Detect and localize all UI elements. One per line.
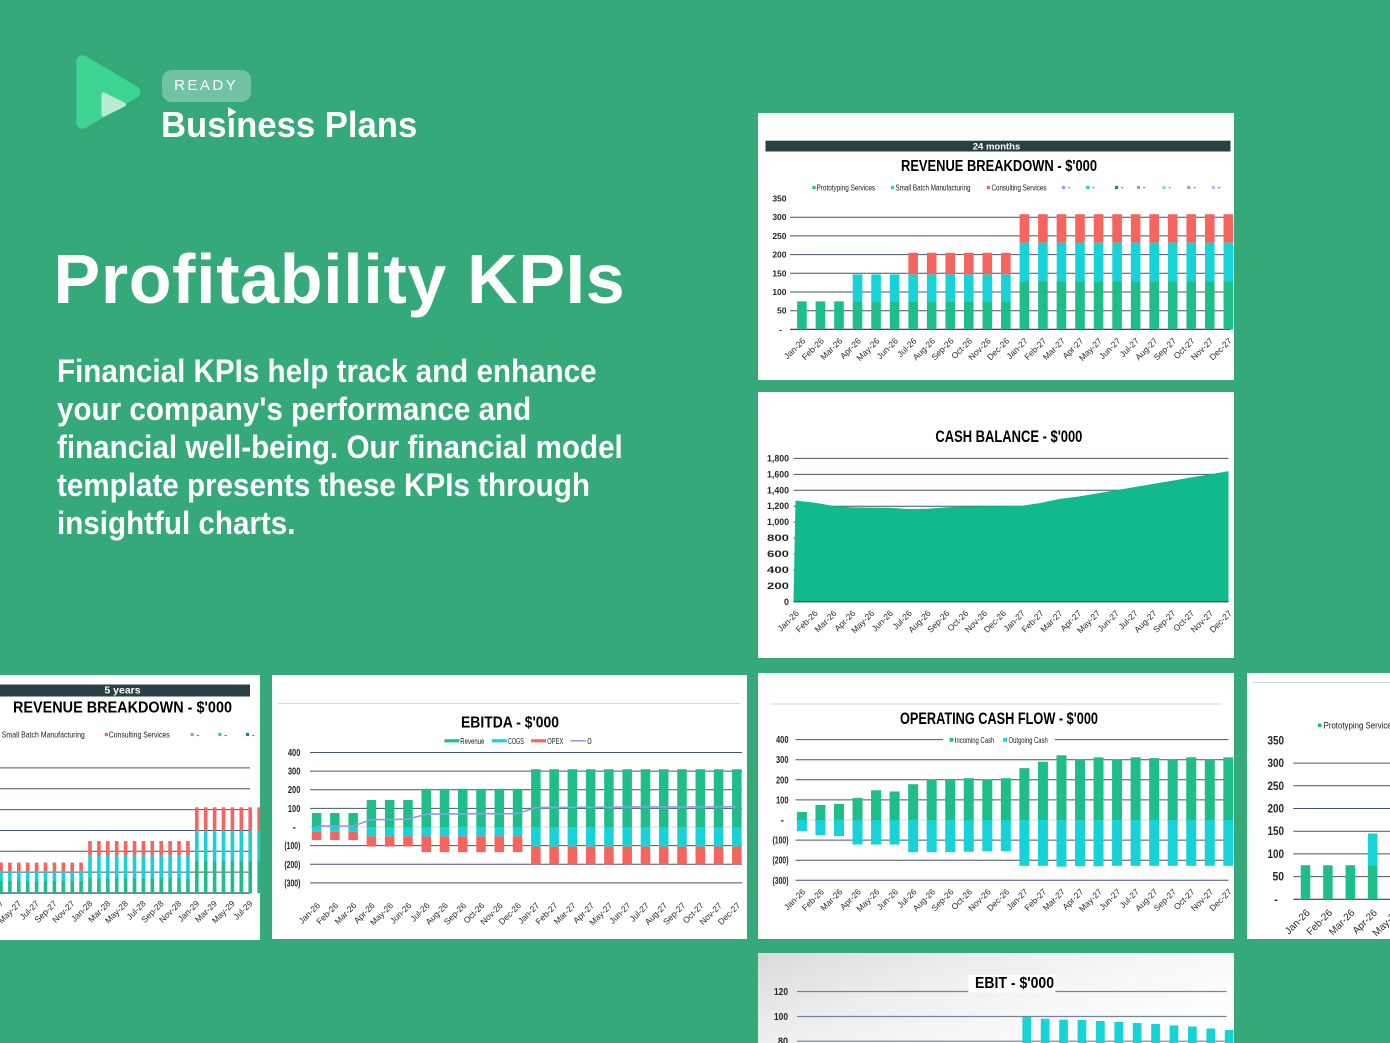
svg-text:100: 100: [288, 804, 301, 815]
svg-text:EBITDA - $'000: EBITDA - $'000: [461, 715, 559, 732]
svg-text:(300): (300): [284, 878, 300, 889]
svg-text:-: -: [1193, 183, 1196, 192]
svg-text:-: -: [1142, 183, 1145, 192]
svg-text:-: -: [251, 730, 254, 740]
svg-text:REVENUE BREAKDOWN - $'000: REVENUE BREAKDOWN - $'000: [901, 158, 1097, 175]
svg-text:-: -: [1217, 183, 1220, 192]
svg-text:1,200: 1,200: [767, 501, 789, 511]
svg-text:OPEX: OPEX: [547, 737, 563, 746]
svg-text:350: 350: [772, 193, 786, 203]
svg-text:250: 250: [772, 230, 786, 240]
svg-text:Revenue: Revenue: [460, 737, 485, 746]
svg-text:Jun-27: Jun-27: [607, 900, 633, 926]
svg-text:50: 50: [777, 305, 787, 315]
svg-text:1,600: 1,600: [767, 469, 789, 479]
svg-text:400: 400: [288, 748, 301, 759]
svg-text:Jun-26: Jun-26: [874, 335, 900, 361]
svg-text:Consulting Services: Consulting Services: [108, 730, 169, 740]
svg-text:Consulting Services: Consulting Services: [991, 183, 1046, 192]
svg-text:200: 200: [767, 581, 789, 591]
svg-text:Jun-27: Jun-27: [1095, 608, 1121, 634]
svg-text:300: 300: [1267, 758, 1284, 770]
svg-text:Jun-26: Jun-26: [874, 886, 900, 912]
svg-text:Outgoing Cash: Outgoing Cash: [1008, 735, 1047, 745]
svg-text:COGS: COGS: [508, 737, 524, 746]
svg-text:-: -: [1067, 183, 1070, 192]
svg-text:Mar-26: Mar-26: [1327, 907, 1357, 937]
svg-text:5 years: 5 years: [104, 685, 140, 697]
svg-text:50: 50: [1272, 872, 1284, 884]
svg-text:200: 200: [288, 785, 301, 796]
svg-text:Jul-29: Jul-29: [231, 898, 255, 922]
svg-text:Small Batch Manufacturing: Small Batch Manufacturing: [1, 730, 84, 740]
svg-text:-: -: [780, 816, 783, 827]
svg-text:-: -: [1120, 183, 1123, 192]
svg-text:-: -: [1168, 183, 1171, 192]
svg-text:100: 100: [1267, 849, 1284, 861]
svg-text:800: 800: [767, 533, 789, 543]
svg-text:Prototyping Services: Prototyping Services: [1323, 721, 1390, 731]
svg-text:-: -: [1274, 894, 1278, 906]
svg-text:CASH BALANCE - $'000: CASH BALANCE - $'000: [935, 428, 1082, 446]
svg-text:100: 100: [772, 287, 786, 297]
svg-text:-: -: [196, 730, 199, 740]
svg-text:REVENUE BREAKDOWN - $'000: REVENUE BREAKDOWN - $'000: [13, 700, 232, 717]
svg-text:EBIT - $'000: EBIT - $'000: [975, 975, 1054, 992]
svg-text:(300): (300): [772, 876, 788, 887]
svg-text:300: 300: [288, 767, 301, 778]
svg-text:Jun-26: Jun-26: [388, 900, 414, 926]
svg-text:-: -: [1092, 183, 1095, 192]
svg-text:200: 200: [1267, 804, 1284, 816]
svg-text:-: -: [224, 730, 227, 740]
svg-text:400: 400: [767, 565, 789, 575]
svg-text:(100): (100): [284, 841, 300, 852]
svg-text:OPERATING CASH FLOW - $'000: OPERATING CASH FLOW - $'000: [900, 710, 1098, 728]
svg-text:100: 100: [776, 795, 789, 806]
svg-text:1,000: 1,000: [767, 517, 789, 527]
svg-text:-: -: [779, 324, 782, 334]
svg-text:1,400: 1,400: [767, 485, 789, 495]
svg-text:200: 200: [776, 775, 789, 786]
svg-text:Small Batch Manufacturing: Small Batch Manufacturing: [895, 183, 970, 192]
svg-text:Jun-27: Jun-27: [1097, 335, 1123, 361]
svg-text:200: 200: [772, 249, 786, 259]
svg-text:(200): (200): [772, 856, 788, 867]
svg-text:1,800: 1,800: [767, 453, 789, 463]
svg-text:Incoming Cash: Incoming Cash: [954, 735, 993, 745]
svg-text:350: 350: [1267, 735, 1284, 747]
svg-text:300: 300: [772, 212, 786, 222]
svg-text:24 months: 24 months: [972, 141, 1020, 152]
svg-text:-: -: [293, 823, 296, 834]
svg-text:600: 600: [767, 549, 789, 559]
svg-text:(200): (200): [284, 860, 300, 871]
svg-text:80: 80: [778, 1035, 788, 1043]
svg-text:100: 100: [774, 1011, 788, 1023]
svg-text:0: 0: [783, 597, 788, 607]
svg-text:0: 0: [587, 737, 592, 746]
svg-text:300: 300: [776, 755, 789, 766]
svg-text:150: 150: [772, 268, 786, 278]
svg-text:250: 250: [1267, 781, 1284, 793]
svg-text:(100): (100): [772, 836, 788, 847]
svg-text:400: 400: [776, 735, 789, 746]
svg-text:Jun-27: Jun-27: [1097, 886, 1123, 912]
svg-text:120: 120: [774, 986, 788, 998]
svg-text:150: 150: [1267, 826, 1284, 838]
svg-text:Prototyping Services: Prototyping Services: [816, 183, 875, 192]
svg-text:Jun-26: Jun-26: [869, 608, 895, 634]
